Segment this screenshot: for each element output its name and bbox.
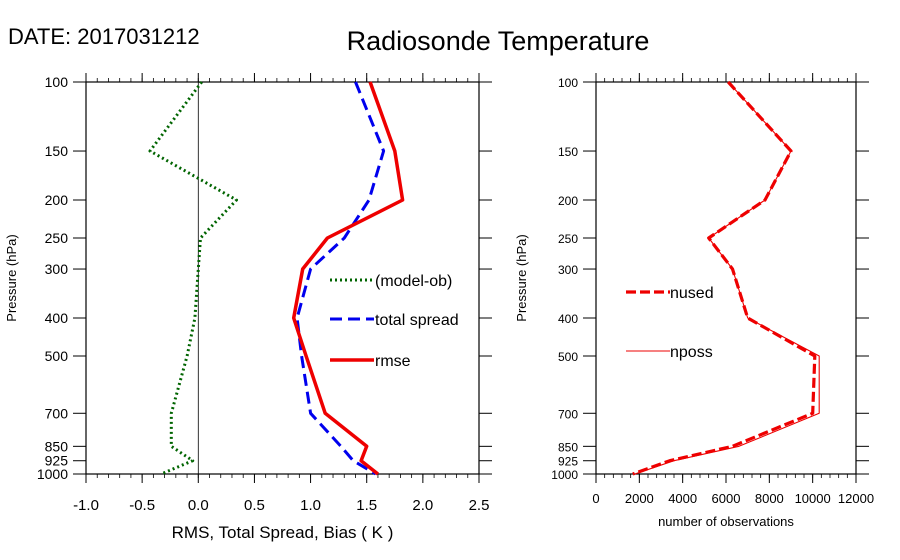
legend-label: (model-ob) xyxy=(375,273,452,290)
chart-title: Radiosonde Temperature xyxy=(347,26,650,56)
series-line-nused xyxy=(632,80,817,476)
y-tick-label: 200 xyxy=(558,194,578,208)
y-tick-label: 500 xyxy=(45,348,69,364)
y-tick-label: 500 xyxy=(558,350,578,364)
series-line-rmse xyxy=(291,81,405,476)
y-tick-label: 100 xyxy=(558,76,578,90)
y-tick-label: 150 xyxy=(558,145,578,159)
x-tick-label: 4000 xyxy=(668,491,697,506)
y-tick-label: 150 xyxy=(45,143,69,159)
legend-label: nused xyxy=(670,285,714,302)
x-tick-label: 6000 xyxy=(712,491,741,506)
y-tick-label: 850 xyxy=(45,438,69,454)
legend-label: nposs xyxy=(670,344,713,361)
plot-frame xyxy=(85,81,480,475)
x-tick-label: 2.0 xyxy=(412,497,433,514)
y-tick-label: 300 xyxy=(45,261,69,277)
x-tick-label: 2000 xyxy=(625,491,654,506)
x-axis-title: number of observations xyxy=(658,514,794,529)
x-axis-title: RMS, Total Spread, Bias ( K ) xyxy=(172,523,394,542)
y-tick-label: 200 xyxy=(45,192,69,208)
y-axis-title: Pressure (hPa) xyxy=(4,234,19,321)
x-tick-label: 0.0 xyxy=(188,497,209,514)
y-tick-label: 400 xyxy=(558,312,578,326)
x-tick-label: -0.5 xyxy=(129,497,155,514)
y-tick-label: 250 xyxy=(558,232,578,246)
series-line-model-ob xyxy=(148,81,238,476)
y-axis-title: Pressure (hPa) xyxy=(514,234,529,321)
y-tick-label: 1000 xyxy=(37,466,68,482)
plot-frame xyxy=(595,81,857,475)
date-label: DATE: 2017031212 xyxy=(8,24,200,49)
x-tick-label: 8000 xyxy=(755,491,784,506)
series-line-total-spread xyxy=(295,81,386,476)
y-tick-label: 400 xyxy=(45,310,69,326)
y-tick-label: 700 xyxy=(45,405,69,421)
y-tick-label: 100 xyxy=(45,74,69,90)
x-tick-label: 0 xyxy=(592,491,599,506)
y-tick-label: 850 xyxy=(558,440,578,454)
series-line-nposs xyxy=(634,81,820,475)
x-tick-label: 0.5 xyxy=(244,497,265,514)
y-tick-label: 1000 xyxy=(551,468,578,482)
x-tick-label: 2.5 xyxy=(469,497,490,514)
x-tick-label: -1.0 xyxy=(73,497,99,514)
right-panel: 0 2000 4000 6000 8000 10000 12000 number of obs… xyxy=(514,73,874,529)
x-tick-label: 10000 xyxy=(795,491,831,506)
y-tick-label: 300 xyxy=(558,263,578,277)
left-panel: -1.0 -0.5 0.0 0.5 1.0 1.5 2.0 2.5 RMS, Total Spr… xyxy=(4,73,492,542)
x-tick-label: 1.5 xyxy=(356,497,377,514)
x-tick-label: 12000 xyxy=(838,491,874,506)
legend-label: total spread xyxy=(375,312,459,329)
y-tick-label: 925 xyxy=(45,453,69,469)
x-tick-label: 1.0 xyxy=(300,497,321,514)
legend-label: rmse xyxy=(375,353,411,370)
y-tick-label: 925 xyxy=(558,455,578,469)
y-tick-label: 250 xyxy=(45,230,69,246)
y-tick-label: 700 xyxy=(558,407,578,421)
